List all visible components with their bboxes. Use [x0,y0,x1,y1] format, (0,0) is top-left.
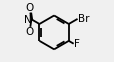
Text: N: N [24,15,32,25]
Text: O: O [25,27,33,37]
Text: Br: Br [77,14,89,24]
Text: F: F [73,39,79,49]
Text: O: O [25,3,33,13]
